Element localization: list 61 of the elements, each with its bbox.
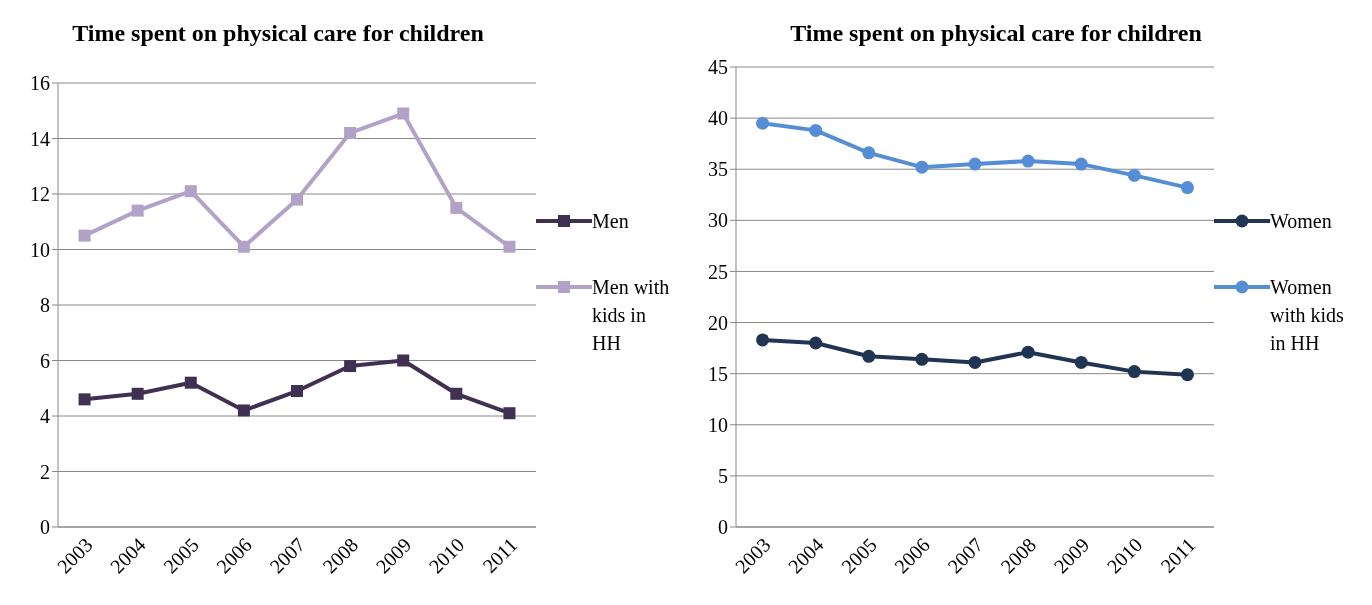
point [968,355,982,369]
point [291,385,303,398]
point [184,185,197,198]
y-tick-label: 20 [708,311,728,334]
legend-label: Men with kids in HH [592,274,671,356]
point [968,157,982,171]
point [1021,345,1035,359]
y-tick-label: 14 [30,127,50,150]
point [1074,157,1088,171]
point [237,404,250,417]
point [862,349,876,363]
point [862,146,876,160]
point [503,240,516,253]
y-tick-label: 15 [708,362,728,385]
chart-title: Time spent on physical care for children [789,20,1203,47]
y-tick-label: 0 [718,516,728,539]
point [1127,365,1141,379]
point [1180,181,1194,195]
y-tick-label: 0 [40,516,50,539]
point [344,126,357,139]
y-tick-label: 6 [40,349,50,372]
point [450,201,463,214]
y-tick-label: 45 [708,56,728,79]
point [237,240,250,253]
point [1127,168,1141,182]
y-tick-label: 16 [30,72,50,95]
legend-label: Women with kids in HH [1270,274,1345,356]
y-tick-label: 5 [718,464,728,487]
y-tick-label: 12 [30,183,50,206]
point [915,160,929,174]
y-tick-label: 35 [708,158,728,181]
point [131,204,144,217]
point [344,360,357,373]
point [503,407,516,420]
y-tick-label: 10 [30,238,50,261]
point [450,387,463,400]
point [915,352,929,366]
point [397,354,410,367]
y-tick-label: 30 [708,209,728,232]
y-tick-label: 40 [708,107,728,130]
y-tick-label: 25 [708,260,728,283]
point [78,229,91,242]
point [756,333,770,347]
y-tick-label: 4 [40,405,50,428]
point [397,107,410,120]
point [131,387,144,400]
point [809,123,823,137]
point [1180,368,1194,382]
point [809,336,823,350]
legend-label: Women [1270,208,1333,234]
y-tick-label: 10 [708,413,728,436]
point [756,116,770,130]
legend-label: Men [592,208,630,234]
chart-title: Time spent on physical care for children [71,20,485,47]
y-tick-label: 2 [40,460,50,483]
point [1021,154,1035,168]
point [1074,355,1088,369]
point [78,393,91,406]
point [291,193,303,206]
y-tick-label: 8 [40,294,50,317]
point [184,376,197,389]
